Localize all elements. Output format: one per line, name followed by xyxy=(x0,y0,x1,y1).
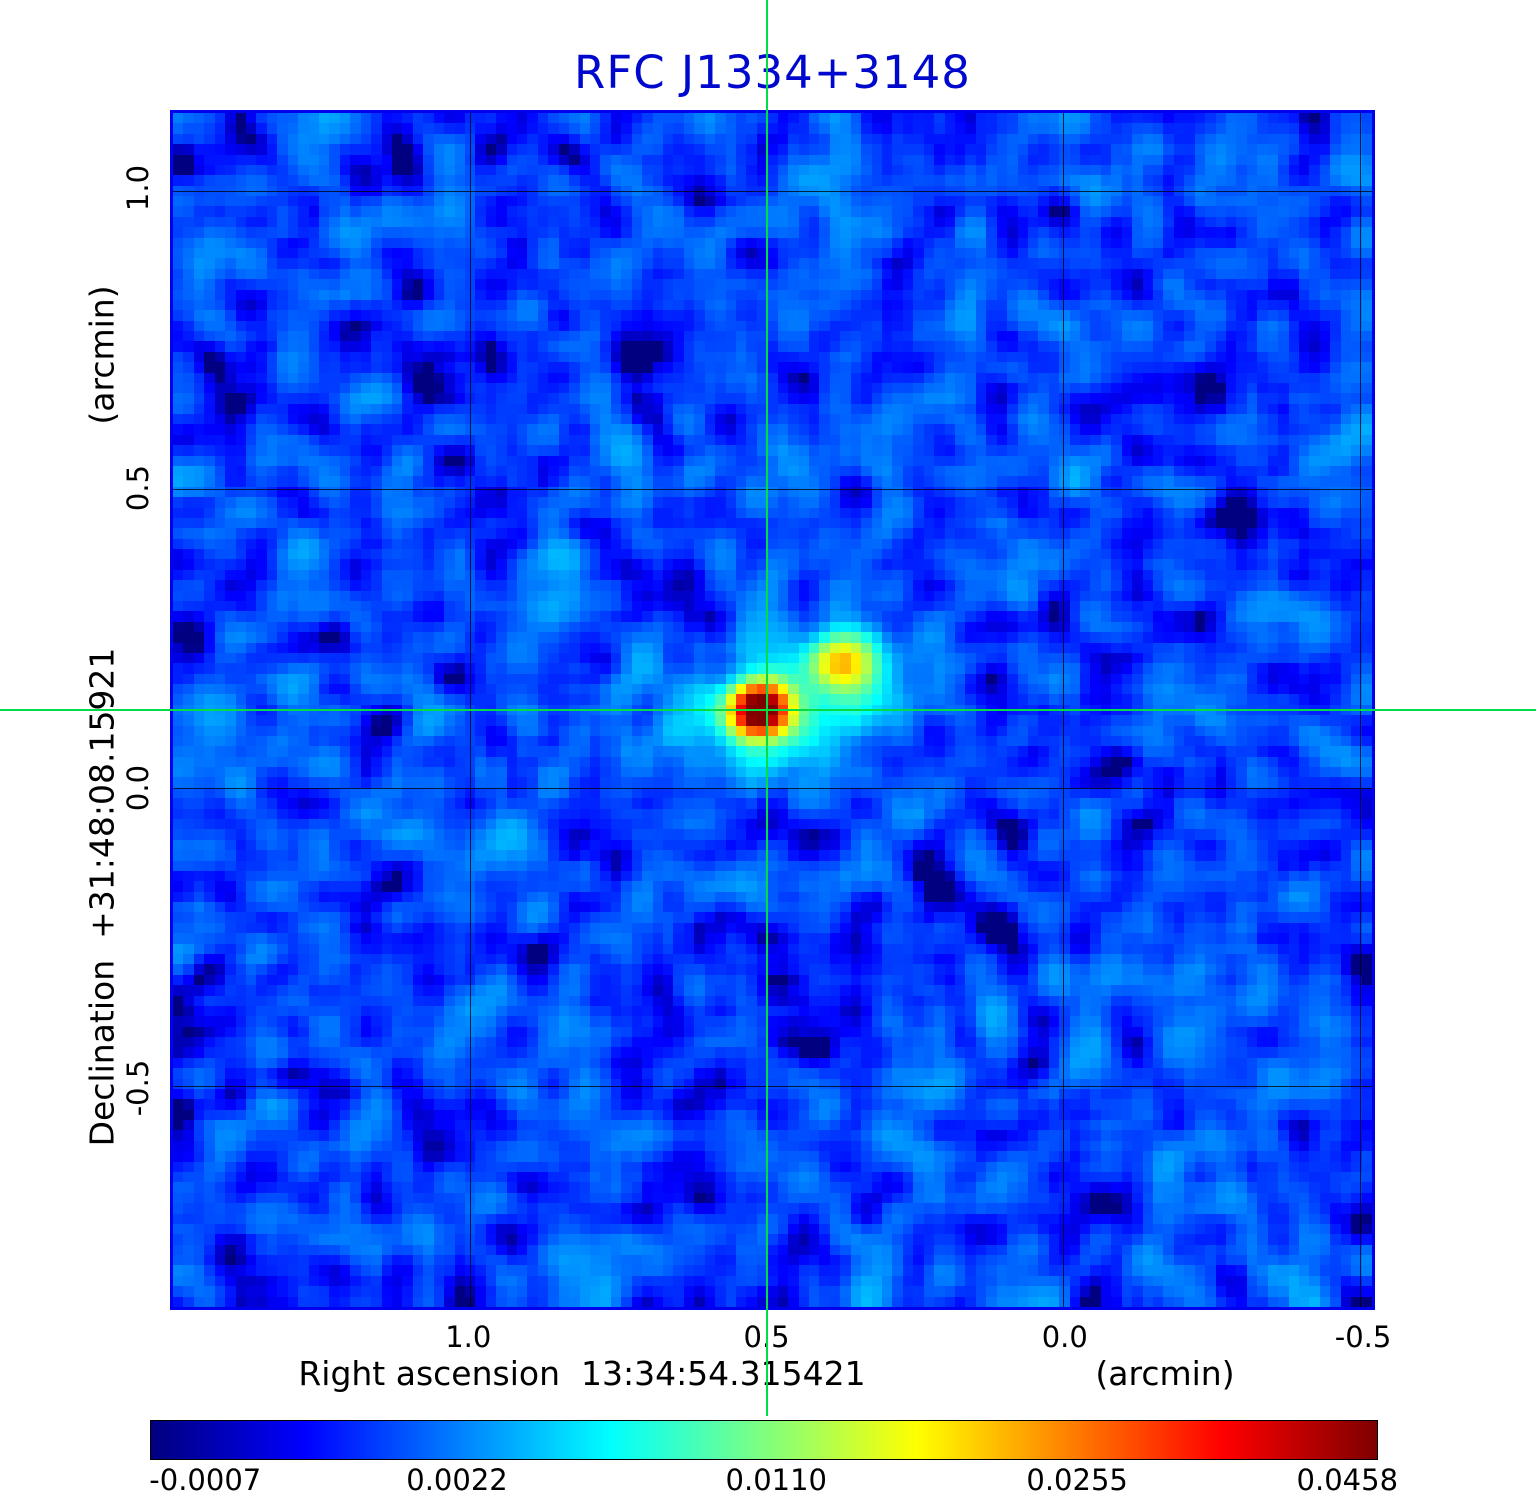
colorbar-tick-label: 0.0458 xyxy=(1296,1463,1399,1497)
colorbar-tick-label: 0.0110 xyxy=(725,1463,828,1497)
x-axis-unit-label: (arcmin) xyxy=(1095,1354,1235,1393)
y-tick-label: 0.0 xyxy=(121,764,155,812)
colorbar-gradient xyxy=(151,1421,1377,1459)
figure-title: RFC J1334+3148 xyxy=(574,46,971,99)
colorbar-tick-label: 0.0022 xyxy=(406,1463,508,1497)
colorbar-tick-label: 0.0255 xyxy=(1026,1463,1128,1497)
x-tick-label: -0.5 xyxy=(1334,1320,1392,1354)
colorbar-tick-label: -0.0007 xyxy=(149,1463,262,1497)
colorbar xyxy=(150,1420,1378,1460)
x-tick-label: 0.0 xyxy=(1041,1320,1088,1354)
crosshair-vertical-line xyxy=(766,0,768,1416)
y-axis-label: Declination +31:48:08.15921 xyxy=(82,647,122,1147)
x-axis-label: Right ascension 13:34:54.315421 xyxy=(298,1354,866,1393)
y-tick-label: 1.0 xyxy=(121,164,155,212)
y-tick-label: -0.5 xyxy=(121,1059,155,1117)
y-axis-unit-label: (arcmin) xyxy=(82,285,122,425)
x-tick-label: 1.0 xyxy=(445,1320,492,1354)
y-tick-label: 0.5 xyxy=(121,464,155,512)
crosshair-horizontal-line xyxy=(0,709,1536,711)
